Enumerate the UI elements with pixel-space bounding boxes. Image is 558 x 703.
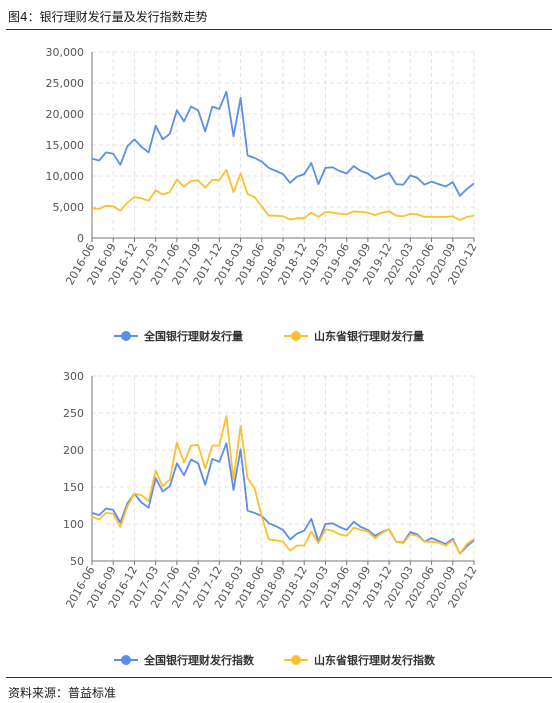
issuance-index-chart: 501001502002503002016-062016-092016-1220… [63, 370, 480, 667]
top-rule [6, 29, 552, 30]
legend-label: 全国银行理财发行量 [143, 329, 243, 343]
y-tick-label: 50 [70, 555, 84, 568]
legend-swatch-marker [121, 655, 131, 665]
series-line-national [91, 90, 475, 197]
legend-label: 山东省银行理财发行量 [314, 329, 424, 343]
legend-swatch-marker [291, 655, 301, 665]
figure-title: 图4：银行理财发行量及发行指数走势 [8, 10, 208, 24]
y-tick-label: 5,000 [53, 201, 85, 214]
y-tick-label: 25,000 [46, 77, 85, 90]
y-tick-label: 20,000 [46, 108, 85, 121]
y-tick-label: 200 [63, 444, 84, 457]
chart2-series [91, 415, 475, 555]
issuance-volume-chart: 05,00010,00015,00020,00025,00030,0002016… [46, 46, 480, 343]
legend-item-shandong[interactable]: 山东省银行理财发行量 [284, 329, 424, 343]
series-line-shandong [91, 415, 475, 555]
chart1-series [91, 90, 475, 221]
y-tick-label: 250 [63, 407, 84, 420]
legend-swatch-marker [291, 331, 301, 341]
legend-swatch-marker [121, 331, 131, 341]
y-tick-label: 300 [63, 370, 84, 383]
series-line-national [91, 442, 475, 555]
y-tick-label: 150 [63, 481, 84, 494]
legend-item-national[interactable]: 全国银行理财发行指数 [114, 653, 255, 667]
y-tick-label: 100 [63, 518, 84, 531]
chart1-gridlines [91, 51, 475, 238]
legend-label: 山东省银行理财发行指数 [314, 653, 436, 667]
legend-item-national[interactable]: 全国银行理财发行量 [114, 329, 243, 343]
y-tick-label: 10,000 [46, 170, 85, 183]
source-note: 资料来源：普益标准 [8, 686, 117, 700]
chart1-legend: 全国银行理财发行量 山东省银行理财发行量 [114, 329, 424, 343]
y-tick-label: 15,000 [46, 139, 85, 152]
legend-item-shandong[interactable]: 山东省银行理财发行指数 [284, 653, 436, 667]
y-tick-label: 30,000 [46, 46, 85, 59]
chart2-legend: 全国银行理财发行指数 山东省银行理财发行指数 [114, 653, 436, 667]
legend-label: 全国银行理财发行指数 [143, 653, 255, 667]
y-tick-label: 0 [77, 232, 84, 245]
series-line-shandong [91, 168, 475, 221]
chart2-axes: 501001502002503002016-062016-092016-1220… [63, 370, 480, 610]
bottom-rule [6, 677, 552, 678]
